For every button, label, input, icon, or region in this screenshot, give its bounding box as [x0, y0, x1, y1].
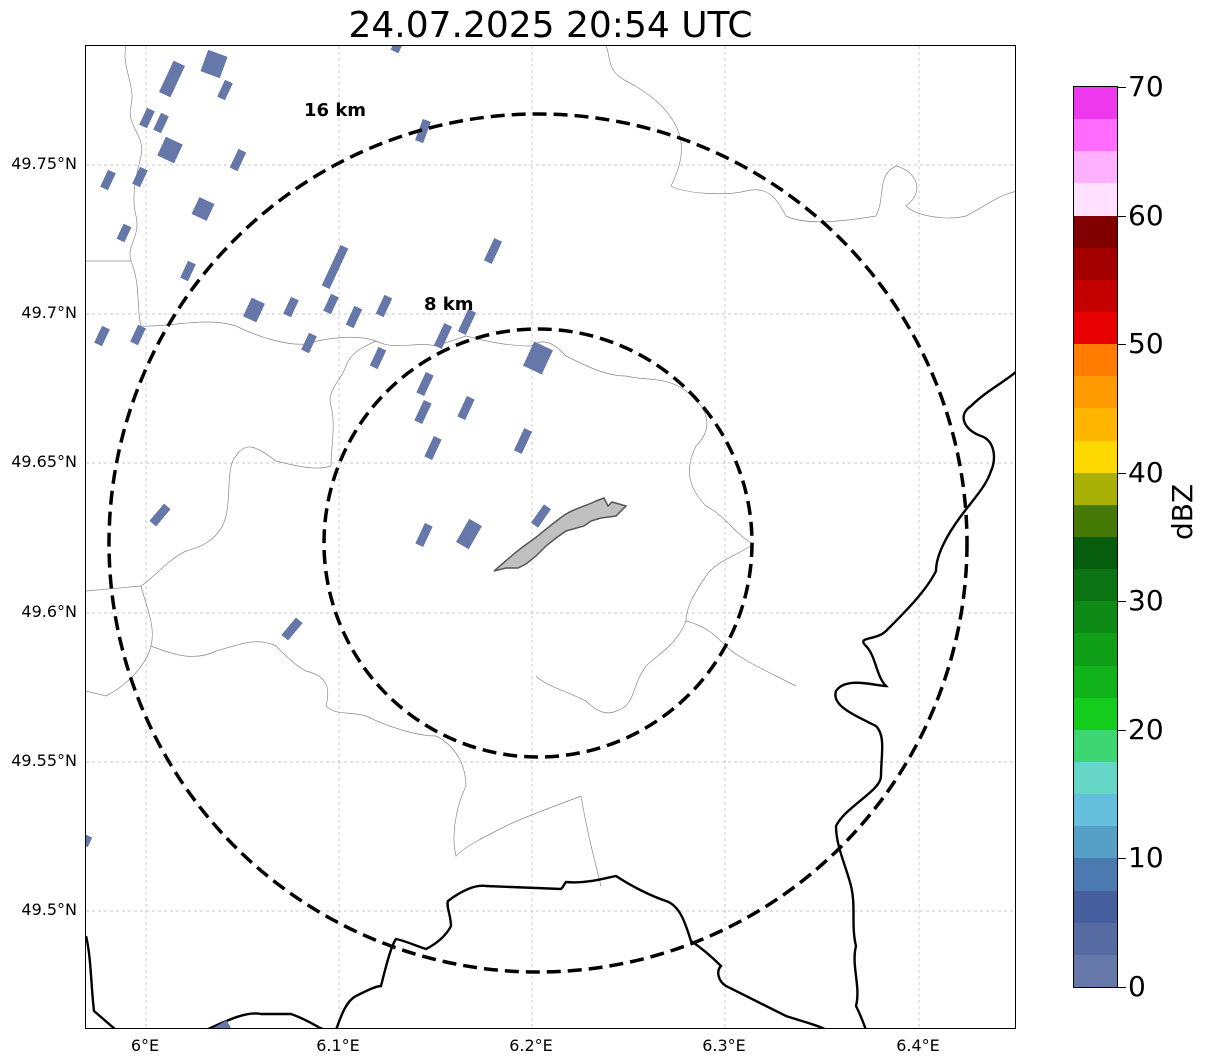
- colorbar-segment: [1074, 890, 1117, 923]
- colorbar-tick-label: 30: [1128, 584, 1164, 618]
- city-area: [493, 497, 628, 572]
- colorbar-segment: [1074, 729, 1117, 762]
- colorbar-segment: [1074, 536, 1117, 570]
- range-ring-16km: [107, 112, 969, 974]
- colorbar-segment: [1074, 504, 1117, 537]
- latitude-label: 49.5°N: [21, 900, 77, 919]
- colorbar-segment: [1074, 954, 1117, 987]
- colorbar-tick-label: 20: [1128, 712, 1164, 746]
- municipal-boundaries: [86, 46, 1015, 887]
- colorbar-tick: [1118, 601, 1126, 603]
- colorbar-segment: [1074, 793, 1117, 827]
- colorbar-tick: [1118, 87, 1126, 88]
- range-rings: [107, 112, 969, 974]
- colorbar-segment: [1074, 922, 1117, 955]
- gridlines: [86, 46, 1015, 1028]
- colorbar-segment: [1074, 857, 1117, 891]
- colorbar-segment: [1074, 407, 1117, 441]
- colorbar-tick-label: 10: [1128, 841, 1164, 875]
- colorbar-unit-label: dBZ: [1166, 483, 1199, 540]
- radar-map[interactable]: 16 km 8 km: [85, 45, 1016, 1029]
- longitude-label: 6.2°E: [509, 1036, 553, 1055]
- colorbar-tick: [1118, 858, 1126, 860]
- colorbar-segment: [1074, 215, 1117, 248]
- colorbar-segment: [1074, 86, 1117, 120]
- colorbar-segment: [1074, 182, 1117, 216]
- colorbar-segment: [1074, 761, 1117, 795]
- national-borders: [86, 371, 1015, 1028]
- colorbar-segment: [1074, 600, 1117, 634]
- latitude-label: 49.7°N: [21, 303, 77, 322]
- colorbar-tick: [1118, 729, 1126, 731]
- colorbar-segment: [1074, 632, 1117, 666]
- colorbar-tick: [1118, 987, 1126, 988]
- radar-map-canvas: 16 km 8 km: [86, 46, 1015, 1028]
- colorbar-segment: [1074, 472, 1117, 505]
- colorbar-tick: [1118, 215, 1126, 217]
- longitude-label: 6.3°E: [702, 1036, 746, 1055]
- longitude-label: 6.1°E: [316, 1036, 360, 1055]
- latitude-label: 49.6°N: [21, 602, 77, 621]
- latitude-label: 49.65°N: [11, 452, 77, 471]
- colorbar-tick-label: 0: [1128, 970, 1146, 1003]
- colorbar-segment: [1074, 150, 1117, 184]
- colorbar-tick: [1118, 472, 1126, 474]
- colorbar-segment: [1074, 118, 1117, 152]
- range-ring-label-16km: 16 km: [304, 100, 366, 121]
- colorbar-segment: [1074, 247, 1117, 280]
- colorbar-segment: [1074, 825, 1117, 859]
- colorbar-tick: [1118, 344, 1126, 346]
- colorbar-segment: [1074, 568, 1117, 602]
- dbz-colorbar: [1073, 86, 1118, 988]
- map-title: 24.07.2025 20:54 UTC: [348, 5, 753, 46]
- range-ring-label-8km: 8 km: [424, 294, 474, 315]
- colorbar-segment: [1074, 440, 1117, 473]
- longitude-label: 6°E: [130, 1036, 160, 1055]
- colorbar-tick-label: 40: [1128, 455, 1164, 489]
- longitude-label: 6.4°E: [896, 1036, 940, 1055]
- colorbar-tick-label: 60: [1128, 198, 1164, 232]
- radar-echoes: [86, 46, 553, 1028]
- range-ring-8km: [322, 327, 754, 759]
- latitude-label: 49.75°N: [11, 154, 77, 173]
- colorbar-tick-label: 70: [1128, 70, 1164, 103]
- colorbar-segment: [1074, 311, 1117, 345]
- colorbar-segment: [1074, 375, 1117, 409]
- colorbar-segment: [1074, 665, 1117, 698]
- colorbar-segment: [1074, 279, 1117, 312]
- colorbar-segment: [1074, 697, 1117, 730]
- colorbar-tick-label: 50: [1128, 327, 1164, 361]
- colorbar-segment: [1074, 343, 1117, 377]
- latitude-label: 49.55°N: [11, 751, 77, 770]
